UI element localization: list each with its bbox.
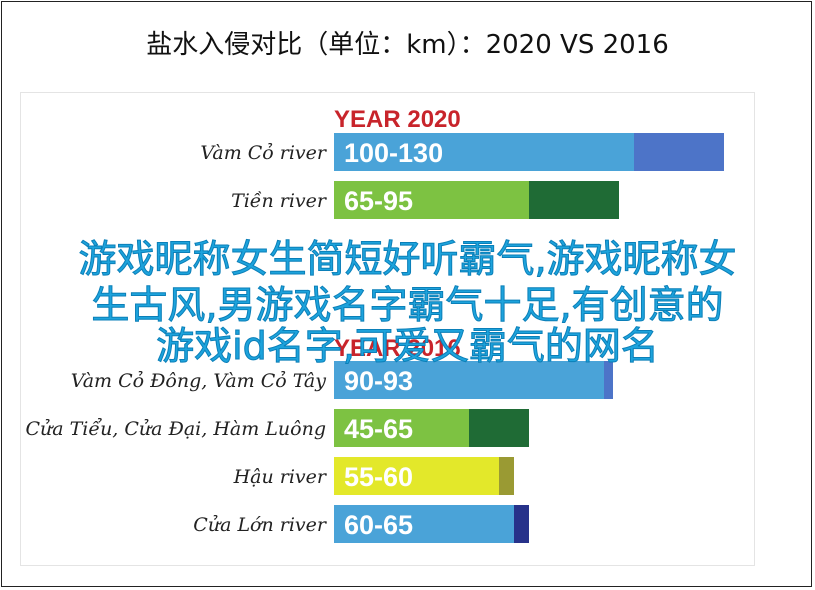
bar-value-label: 45-65	[344, 414, 413, 444]
overlay-text-line-3: 游戏id名字,可爱又霸气的网名	[156, 324, 660, 369]
overlay-text-line-2: 生古风,男游戏名字霸气十足,有创意的	[91, 283, 724, 328]
bar-base	[334, 505, 514, 543]
group-title-2020: YEAR 2020	[334, 106, 461, 133]
category-label: Vàm Cỏ river	[200, 142, 328, 164]
group-title-2016: YEAR 2016	[334, 335, 461, 362]
category-label: Cửa Lớn river	[193, 514, 328, 536]
category-label: Hậu river	[233, 466, 328, 488]
category-label: Cửa Tiểu, Cửa Đại, Hàm Luông	[25, 418, 326, 440]
bar-base	[334, 409, 469, 447]
bar-value-label: 90-93	[344, 366, 413, 396]
bar-value-label: 65-95	[344, 186, 413, 216]
overlay-text-line-1: 游戏昵称女生简短好听霸气,游戏昵称女	[78, 237, 737, 282]
category-label: Tiền river	[231, 190, 328, 212]
chart-title: 盐水入侵对比（单位：km）：2020 VS 2016	[146, 30, 669, 60]
bar-value-label: 55-60	[344, 462, 413, 492]
bar-base	[334, 457, 499, 495]
bar-base	[334, 181, 529, 219]
bar-base	[334, 361, 604, 399]
category-label: Vàm Cỏ Đông, Vàm Cỏ Tây	[71, 370, 327, 392]
bar-base	[334, 133, 634, 171]
bar-value-label: 100-130	[344, 138, 443, 168]
bar-value-label: 60-65	[344, 510, 413, 540]
